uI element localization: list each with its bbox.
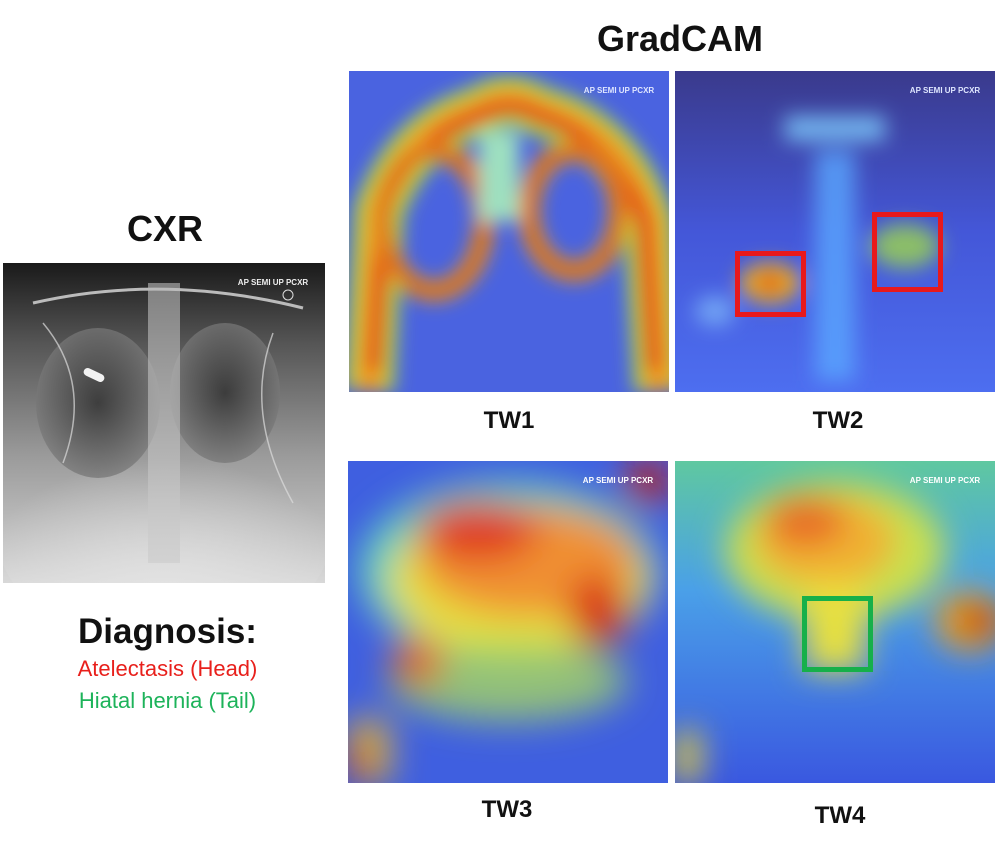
tw4-heatmap: AP SEMI UP PCXR: [675, 461, 995, 783]
tw2-head-box-left: [735, 251, 806, 317]
diagnosis-head: Atelectasis (Head): [77, 656, 258, 681]
tw3-label: TW3: [481, 796, 533, 823]
tw3-heatmap: AP SEMI UP PCXR: [348, 461, 668, 783]
tw1-label: TW1: [483, 407, 535, 434]
tw2-watermark: AP SEMI UP PCXR: [910, 86, 981, 95]
tw4-tail-box: [802, 596, 873, 672]
diagnosis-heading: Diagnosis:: [78, 612, 257, 651]
tw1-heatmap: AP SEMI UP PCXR: [349, 71, 669, 392]
gradcam-title: GradCAM: [596, 18, 763, 59]
tw1-watermark: AP SEMI UP PCXR: [584, 86, 655, 95]
cxr-watermark: AP SEMI UP PCXR: [238, 278, 309, 287]
tw2-heatmap: AP SEMI UP PCXR: [675, 71, 995, 392]
tw4-watermark: AP SEMI UP PCXR: [910, 476, 981, 485]
tw2-head-box-right: [872, 212, 943, 292]
cxr-title: CXR: [126, 208, 203, 249]
tw2-label: TW2: [812, 407, 864, 434]
tw4-label: TW4: [814, 802, 866, 829]
cxr-image: AP SEMI UP PCXR: [3, 263, 325, 583]
diagnosis-tail: Hiatal hernia (Tail): [78, 688, 257, 713]
tw3-watermark: AP SEMI UP PCXR: [583, 476, 654, 485]
